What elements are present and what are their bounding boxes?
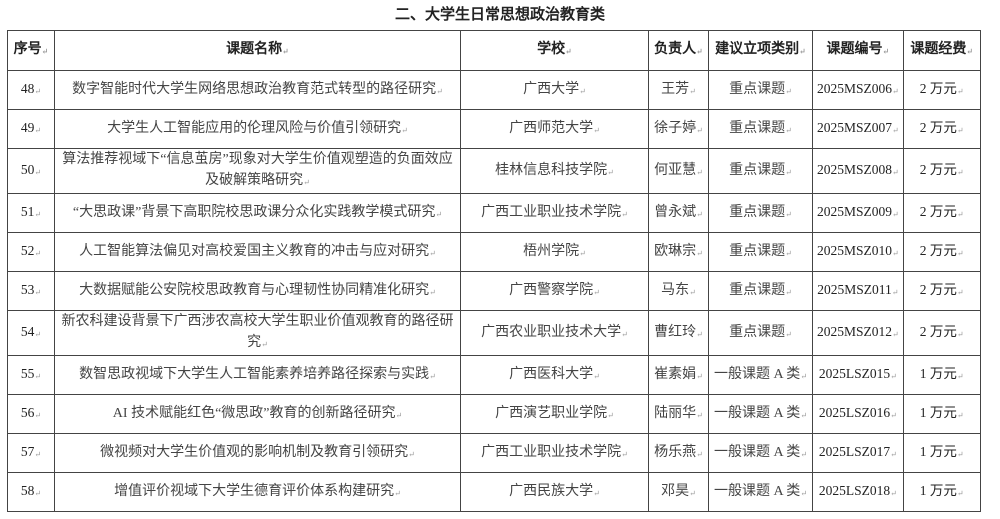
cell-school: 广西演艺职业学院 — [460, 394, 649, 434]
table-row: 50算法推荐视域下“信息茧房”现象对大学生价值观塑造的负面效应及破解策略研究桂林… — [7, 148, 981, 194]
cell-no: 53 — [7, 271, 55, 311]
cell-no: 54 — [7, 310, 55, 356]
cell-fee: 2 万元 — [902, 271, 981, 311]
table-row: 53大数据赋能公安院校思政教育与心理韧性协同精准化研究广西警察学院马东重点课题2… — [7, 271, 981, 311]
cell-fee: 2 万元 — [902, 193, 981, 233]
cell-topic: 人工智能算法偏见对高校爱国主义教育的冲击与应对研究 — [54, 232, 461, 272]
cell-school: 广西大学 — [460, 70, 649, 110]
cell-topic: 数智思政视域下大学生人工智能素养培养路径探索与实践 — [54, 355, 461, 395]
cell-school: 广西师范大学 — [460, 109, 649, 149]
table-row: 57微视频对大学生价值观的影响机制及教育引领研究广西工业职业技术学院杨乐燕一般课… — [7, 433, 981, 473]
cell-fee: 2 万元 — [902, 148, 981, 194]
cell-school: 广西工业职业技术学院 — [460, 193, 649, 233]
cell-topic: 数字智能时代大学生网络思想政治教育范式转型的路径研究 — [54, 70, 461, 110]
cell-topic: 大数据赋能公安院校思政教育与心理韧性协同精准化研究 — [54, 271, 461, 311]
cell-school: 桂林信息科技学院 — [460, 148, 649, 194]
header-category: 建议立项类别 — [708, 30, 813, 71]
cell-school: 广西医科大学 — [460, 355, 649, 395]
cell-fee: 2 万元 — [902, 109, 981, 149]
cell-topic: AI 技术赋能红色“微思政”教育的创新路径研究 — [54, 394, 461, 434]
cell-topic: 新农科建设背景下广西涉农高校大学生职业价值观教育的路径研究 — [54, 310, 461, 356]
cell-leader: 曹红玲 — [648, 310, 709, 356]
cell-school: 广西警察学院 — [460, 271, 649, 311]
table-header-row: 序号 课题名称 学校 负责人 建议立项类别 课题编号 课题经费 — [7, 30, 981, 71]
table-row: 55数智思政视域下大学生人工智能素养培养路径探索与实践广西医科大学崔素娟一般课题… — [7, 355, 981, 395]
cell-leader: 何亚慧 — [648, 148, 709, 194]
cell-category: 重点课题 — [708, 232, 813, 272]
cell-leader: 杨乐燕 — [648, 433, 709, 473]
cell-leader: 徐子婷 — [648, 109, 709, 149]
cell-code: 2025MSZ010 — [812, 232, 904, 272]
cell-fee: 2 万元 — [902, 70, 981, 110]
cell-fee: 1 万元 — [902, 472, 981, 512]
header-topic: 课题名称 — [54, 30, 461, 71]
cell-code: 2025LSZ015 — [812, 355, 904, 395]
cell-fee: 1 万元 — [902, 394, 981, 434]
cell-school: 广西农业职业技术大学 — [460, 310, 649, 356]
cell-code: 2025MSZ009 — [812, 193, 904, 233]
cell-code: 2025LSZ016 — [812, 394, 904, 434]
cell-category: 重点课题 — [708, 310, 813, 356]
cell-leader: 陆丽华 — [648, 394, 709, 434]
cell-category: 一般课题 A 类 — [708, 472, 813, 512]
cell-category: 重点课题 — [708, 271, 813, 311]
table-row: 48数字智能时代大学生网络思想政治教育范式转型的路径研究广西大学王芳重点课题20… — [7, 70, 981, 110]
cell-fee: 2 万元 — [902, 232, 981, 272]
cell-leader: 邓昊 — [648, 472, 709, 512]
cell-topic: 大学生人工智能应用的伦理风险与价值引领研究 — [54, 109, 461, 149]
table-row: 52人工智能算法偏见对高校爱国主义教育的冲击与应对研究梧州学院欧琳宗重点课题20… — [7, 232, 981, 272]
cell-category: 重点课题 — [708, 109, 813, 149]
table-row: 49大学生人工智能应用的伦理风险与价值引领研究广西师范大学徐子婷重点课题2025… — [7, 109, 981, 149]
table-row: 58增值评价视域下大学生德育评价体系构建研究广西民族大学邓昊一般课题 A 类20… — [7, 472, 981, 512]
cell-no: 55 — [7, 355, 55, 395]
cell-no: 50 — [7, 148, 55, 194]
header-code: 课题编号 — [812, 30, 904, 71]
cell-leader: 曾永斌 — [648, 193, 709, 233]
cell-code: 2025LSZ017 — [812, 433, 904, 473]
cell-topic: 算法推荐视域下“信息茧房”现象对大学生价值观塑造的负面效应及破解策略研究 — [54, 148, 461, 194]
cell-leader: 马东 — [648, 271, 709, 311]
cell-leader: 王芳 — [648, 70, 709, 110]
cell-topic: 微视频对大学生价值观的影响机制及教育引领研究 — [54, 433, 461, 473]
cell-fee: 2 万元 — [902, 310, 981, 356]
table-row: 56AI 技术赋能红色“微思政”教育的创新路径研究广西演艺职业学院陆丽华一般课题… — [7, 394, 981, 434]
cell-code: 2025MSZ008 — [812, 148, 904, 194]
cell-no: 58 — [7, 472, 55, 512]
cell-fee: 1 万元 — [902, 433, 981, 473]
cell-code: 2025MSZ006 — [812, 70, 904, 110]
cell-category: 重点课题 — [708, 70, 813, 110]
cell-category: 重点课题 — [708, 148, 813, 194]
cell-no: 49 — [7, 109, 55, 149]
cell-code: 2025MSZ007 — [812, 109, 904, 149]
cell-no: 51 — [7, 193, 55, 233]
cell-code: 2025MSZ011 — [812, 271, 904, 311]
cell-school: 广西民族大学 — [460, 472, 649, 512]
section-title: 二、大学生日常思想政治教育类 — [394, 7, 605, 23]
cell-school: 梧州学院 — [460, 232, 649, 272]
cell-code: 2025MSZ012 — [812, 310, 904, 356]
cell-code: 2025LSZ018 — [812, 472, 904, 512]
cell-leader: 崔素娟 — [648, 355, 709, 395]
header-school: 学校 — [460, 30, 649, 71]
header-leader: 负责人 — [648, 30, 709, 71]
cell-no: 56 — [7, 394, 55, 434]
project-table: 序号 课题名称 学校 负责人 建议立项类别 课题编号 课题经费 48数字智能时代… — [7, 30, 981, 512]
cell-fee: 1 万元 — [902, 355, 981, 395]
table-row: 54新农科建设背景下广西涉农高校大学生职业价值观教育的路径研究广西农业职业技术大… — [7, 310, 981, 356]
cell-category: 一般课题 A 类 — [708, 355, 813, 395]
cell-leader: 欧琳宗 — [648, 232, 709, 272]
cell-topic: 增值评价视域下大学生德育评价体系构建研究 — [54, 472, 461, 512]
cell-no: 57 — [7, 433, 55, 473]
cell-category: 一般课题 A 类 — [708, 433, 813, 473]
cell-topic: “大思政课”背景下高职院校思政课分众化实践教学模式研究 — [54, 193, 461, 233]
header-no: 序号 — [7, 30, 55, 71]
cell-no: 48 — [7, 70, 55, 110]
cell-category: 重点课题 — [708, 193, 813, 233]
cell-no: 52 — [7, 232, 55, 272]
cell-school: 广西工业职业技术学院 — [460, 433, 649, 473]
header-fee: 课题经费 — [902, 30, 981, 71]
table-row: 51“大思政课”背景下高职院校思政课分众化实践教学模式研究广西工业职业技术学院曾… — [7, 193, 981, 233]
cell-category: 一般课题 A 类 — [708, 394, 813, 434]
